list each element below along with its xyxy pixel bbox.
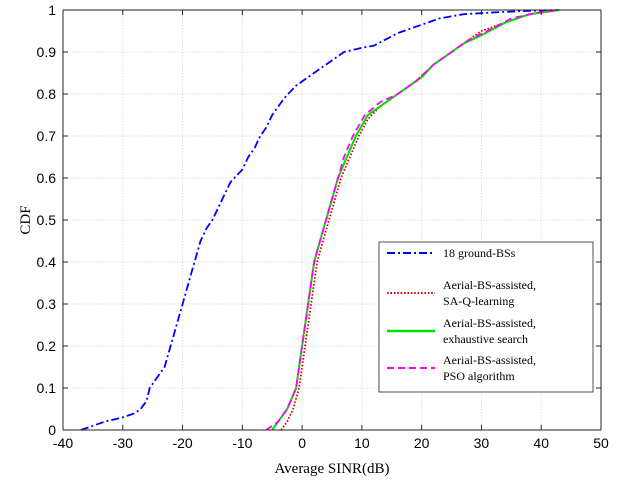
x-tick-label: 0: [298, 435, 306, 451]
legend: 18 ground-BSs Aerial-BS-assisted, SA-Q-lea…: [378, 241, 594, 393]
y-tick-label: 0.8: [37, 86, 57, 102]
legend-label: 18 ground-BSs: [443, 246, 516, 260]
y-tick-label: 1: [48, 2, 56, 18]
series-line-4: [265, 9, 560, 431]
x-axis-label: Average SINR(dB): [274, 461, 389, 477]
legend-label: Aerial-BS-assisted,: [443, 316, 536, 330]
legend-label: SA-Q-learning: [443, 294, 514, 308]
x-tick-label: 30: [474, 435, 490, 451]
y-tick-label: 0: [48, 422, 56, 438]
x-tick-label: -40: [53, 435, 73, 451]
y-tick-label: 0.6: [37, 170, 57, 186]
y-tick-label: 0.2: [37, 338, 57, 354]
y-tick-label: 0.4: [37, 254, 57, 270]
legend-label: Aerial-BS-assisted,: [443, 353, 536, 367]
y-tick-label: 0.9: [37, 44, 57, 60]
x-tick-label: 50: [593, 435, 609, 451]
y-tick-label: 0.7: [37, 128, 57, 144]
x-tick-label: -30: [113, 435, 133, 451]
y-axis-label: CDF: [18, 205, 34, 234]
x-tick-label: -10: [232, 435, 252, 451]
legend-label: exhaustive search: [443, 332, 528, 346]
series-layer: [80, 9, 560, 431]
x-tick-label: 40: [533, 435, 549, 451]
legend-label: Aerial-BS-assisted,: [443, 278, 536, 292]
x-tick-label: -20: [172, 435, 192, 451]
y-tick-label: 0.5: [37, 212, 57, 228]
x-tick-label: 10: [354, 435, 370, 451]
y-tick-label: 0.1: [37, 380, 57, 396]
series-line-1: [80, 9, 560, 431]
x-tick-label: 20: [414, 435, 430, 451]
ticks: -40 -30 -20 -10 0 10 20 30 40 50 0 0.1 0.2 0.3 0.4 0.5 0…: [37, 2, 609, 451]
legend-label: PSO algorithm: [443, 369, 515, 383]
y-tick-label: 0.3: [37, 296, 57, 312]
